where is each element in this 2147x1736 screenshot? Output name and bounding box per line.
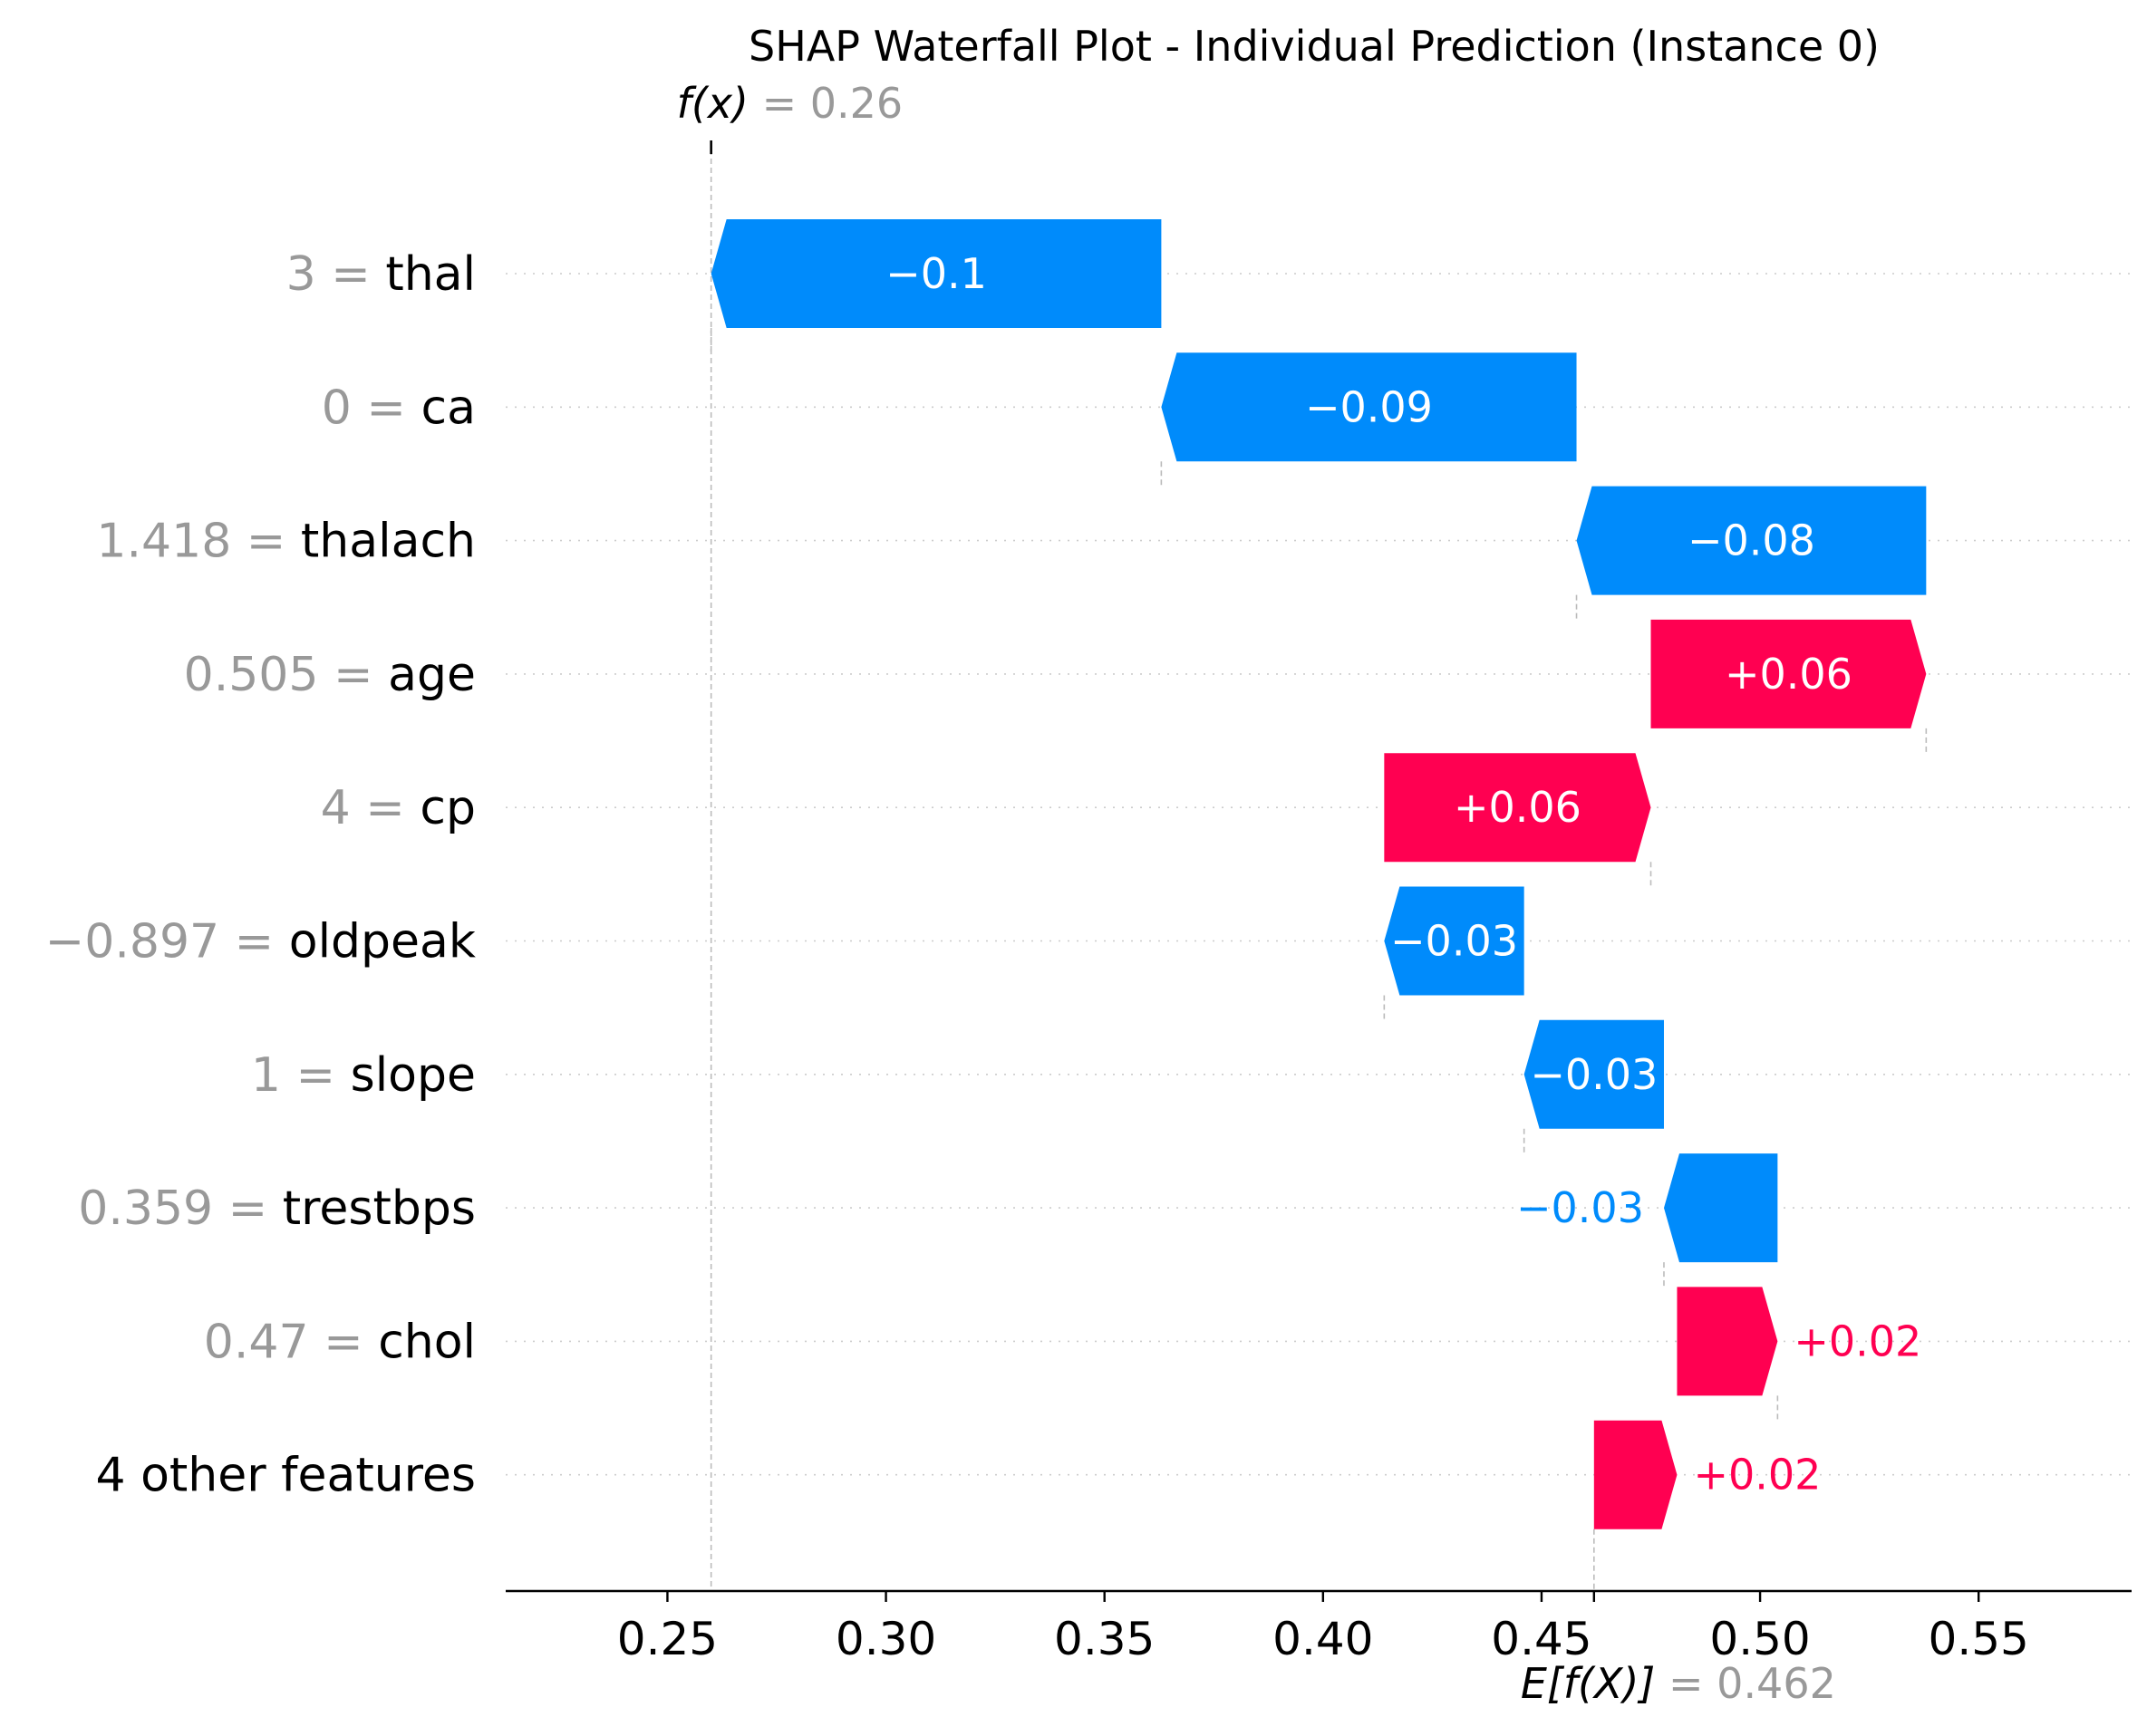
negative-bar — [1161, 352, 1577, 462]
negative-bar — [1384, 886, 1524, 996]
feature-equals: = — [351, 781, 421, 835]
bar-value-label: −0.03 — [1530, 1050, 1658, 1099]
feature-equals: = — [352, 381, 421, 435]
negative-bar — [711, 219, 1162, 328]
negative-bar — [1663, 1153, 1778, 1263]
feature-value: 4 — [321, 781, 351, 835]
bar-value-label: −0.09 — [1305, 382, 1433, 431]
x-axis: 0.25 0.30 0.35 0.40 0.45 0.50 0.55 — [506, 1589, 2132, 1665]
x-tick-label: 0.25 — [617, 1613, 718, 1665]
positive-bar — [1677, 1287, 1778, 1396]
x-tick-label: 0.50 — [1709, 1613, 1810, 1665]
feature-name: ca — [421, 381, 476, 435]
positive-bar — [1593, 1420, 1678, 1529]
feature-name: slope — [351, 1048, 476, 1103]
feature-value: 3 — [286, 247, 316, 302]
feature-equals: = — [231, 515, 301, 569]
feature-equals: = — [213, 1181, 283, 1236]
feature-label: 3 = thal — [286, 247, 476, 302]
bar-value-label: −0.03 — [1516, 1183, 1644, 1232]
positive-bar — [1384, 753, 1651, 863]
feature-value: 0.47 — [204, 1315, 309, 1369]
feature-name: trestbps — [283, 1181, 476, 1236]
feature-label: 0.359 = trestbps — [78, 1181, 476, 1236]
bar-value-label: +0.06 — [1454, 783, 1581, 832]
feature-equals: = — [318, 648, 388, 702]
feature-value: 0.359 — [78, 1181, 213, 1236]
bar-value-label: −0.08 — [1688, 516, 1815, 565]
fx-label: f(x) — [677, 79, 749, 128]
feature-name: oldpeak — [289, 915, 476, 969]
fx-annotation: f(x) = 0.26 — [677, 79, 904, 128]
feature-name: thalach — [301, 515, 476, 569]
feature-name: age — [388, 648, 476, 702]
feature-value: −0.897 — [45, 915, 219, 969]
feature-value: 1.418 — [96, 515, 231, 569]
x-tick-label: 0.45 — [1491, 1613, 1591, 1665]
feature-name: chol — [378, 1315, 476, 1369]
annotations: f(x) = 0.26 E[f(X)] = 0.462 — [677, 79, 1836, 1708]
feature-equals: = — [309, 1315, 379, 1369]
rows-layer: 3 = thal 0 = ca 1.418 = thalach 0.505 = age… — [45, 140, 2132, 1591]
base-equals: = — [1655, 1659, 1717, 1708]
feature-label: 1 = slope — [251, 1048, 476, 1103]
positive-bar — [1650, 619, 1927, 728]
negative-bar — [1576, 486, 1927, 595]
feature-label: 0 = ca — [322, 381, 476, 435]
feature-label: 4 = cp — [321, 781, 476, 835]
feature-name: cp — [420, 781, 476, 835]
x-tick-label: 0.30 — [836, 1613, 936, 1665]
x-tick-label: 0.55 — [1929, 1613, 2029, 1665]
fx-value: 0.26 — [810, 79, 903, 128]
feature-label: 0.505 = age — [184, 648, 476, 702]
feature-equals: = — [219, 915, 289, 969]
feature-equals: = — [281, 1048, 351, 1103]
feature-name: thal — [385, 247, 476, 302]
base-value: 0.462 — [1717, 1659, 1836, 1708]
feature-label: 4 other features — [95, 1449, 476, 1503]
bar-value-label: +0.06 — [1725, 650, 1852, 699]
feature-label: −0.897 = oldpeak — [45, 915, 476, 969]
fx-equals: = — [749, 79, 810, 128]
feature-label: 1.418 = thalach — [96, 515, 476, 569]
feature-value: 0.505 — [184, 648, 319, 702]
feature-label: 0.47 = chol — [204, 1315, 476, 1369]
base-label: E[f(X)] — [1521, 1659, 1656, 1708]
x-tick-label: 0.40 — [1272, 1613, 1373, 1665]
feature-value: 0 — [322, 381, 352, 435]
chart-title: SHAP Waterfall Plot - Individual Predict… — [749, 22, 1880, 71]
x-tick-label: 0.35 — [1054, 1613, 1155, 1665]
base-annotation: E[f(X)] = 0.462 — [1521, 1659, 1836, 1708]
bar-value-label: +0.02 — [1794, 1316, 1921, 1365]
bar-value-label: −0.1 — [885, 249, 987, 298]
negative-bar — [1523, 1019, 1664, 1129]
feature-equals: = — [316, 247, 386, 302]
bar-value-label: −0.03 — [1390, 917, 1518, 966]
feature-value: 1 — [251, 1048, 281, 1103]
bar-value-label: +0.02 — [1693, 1451, 1821, 1500]
feature-name: 4 other features — [95, 1449, 476, 1503]
bars-layer: −0.1 −0.09 −0.08 +0.06 +0.06 −0.03 −0.03 −0.03 +… — [711, 219, 1927, 1529]
